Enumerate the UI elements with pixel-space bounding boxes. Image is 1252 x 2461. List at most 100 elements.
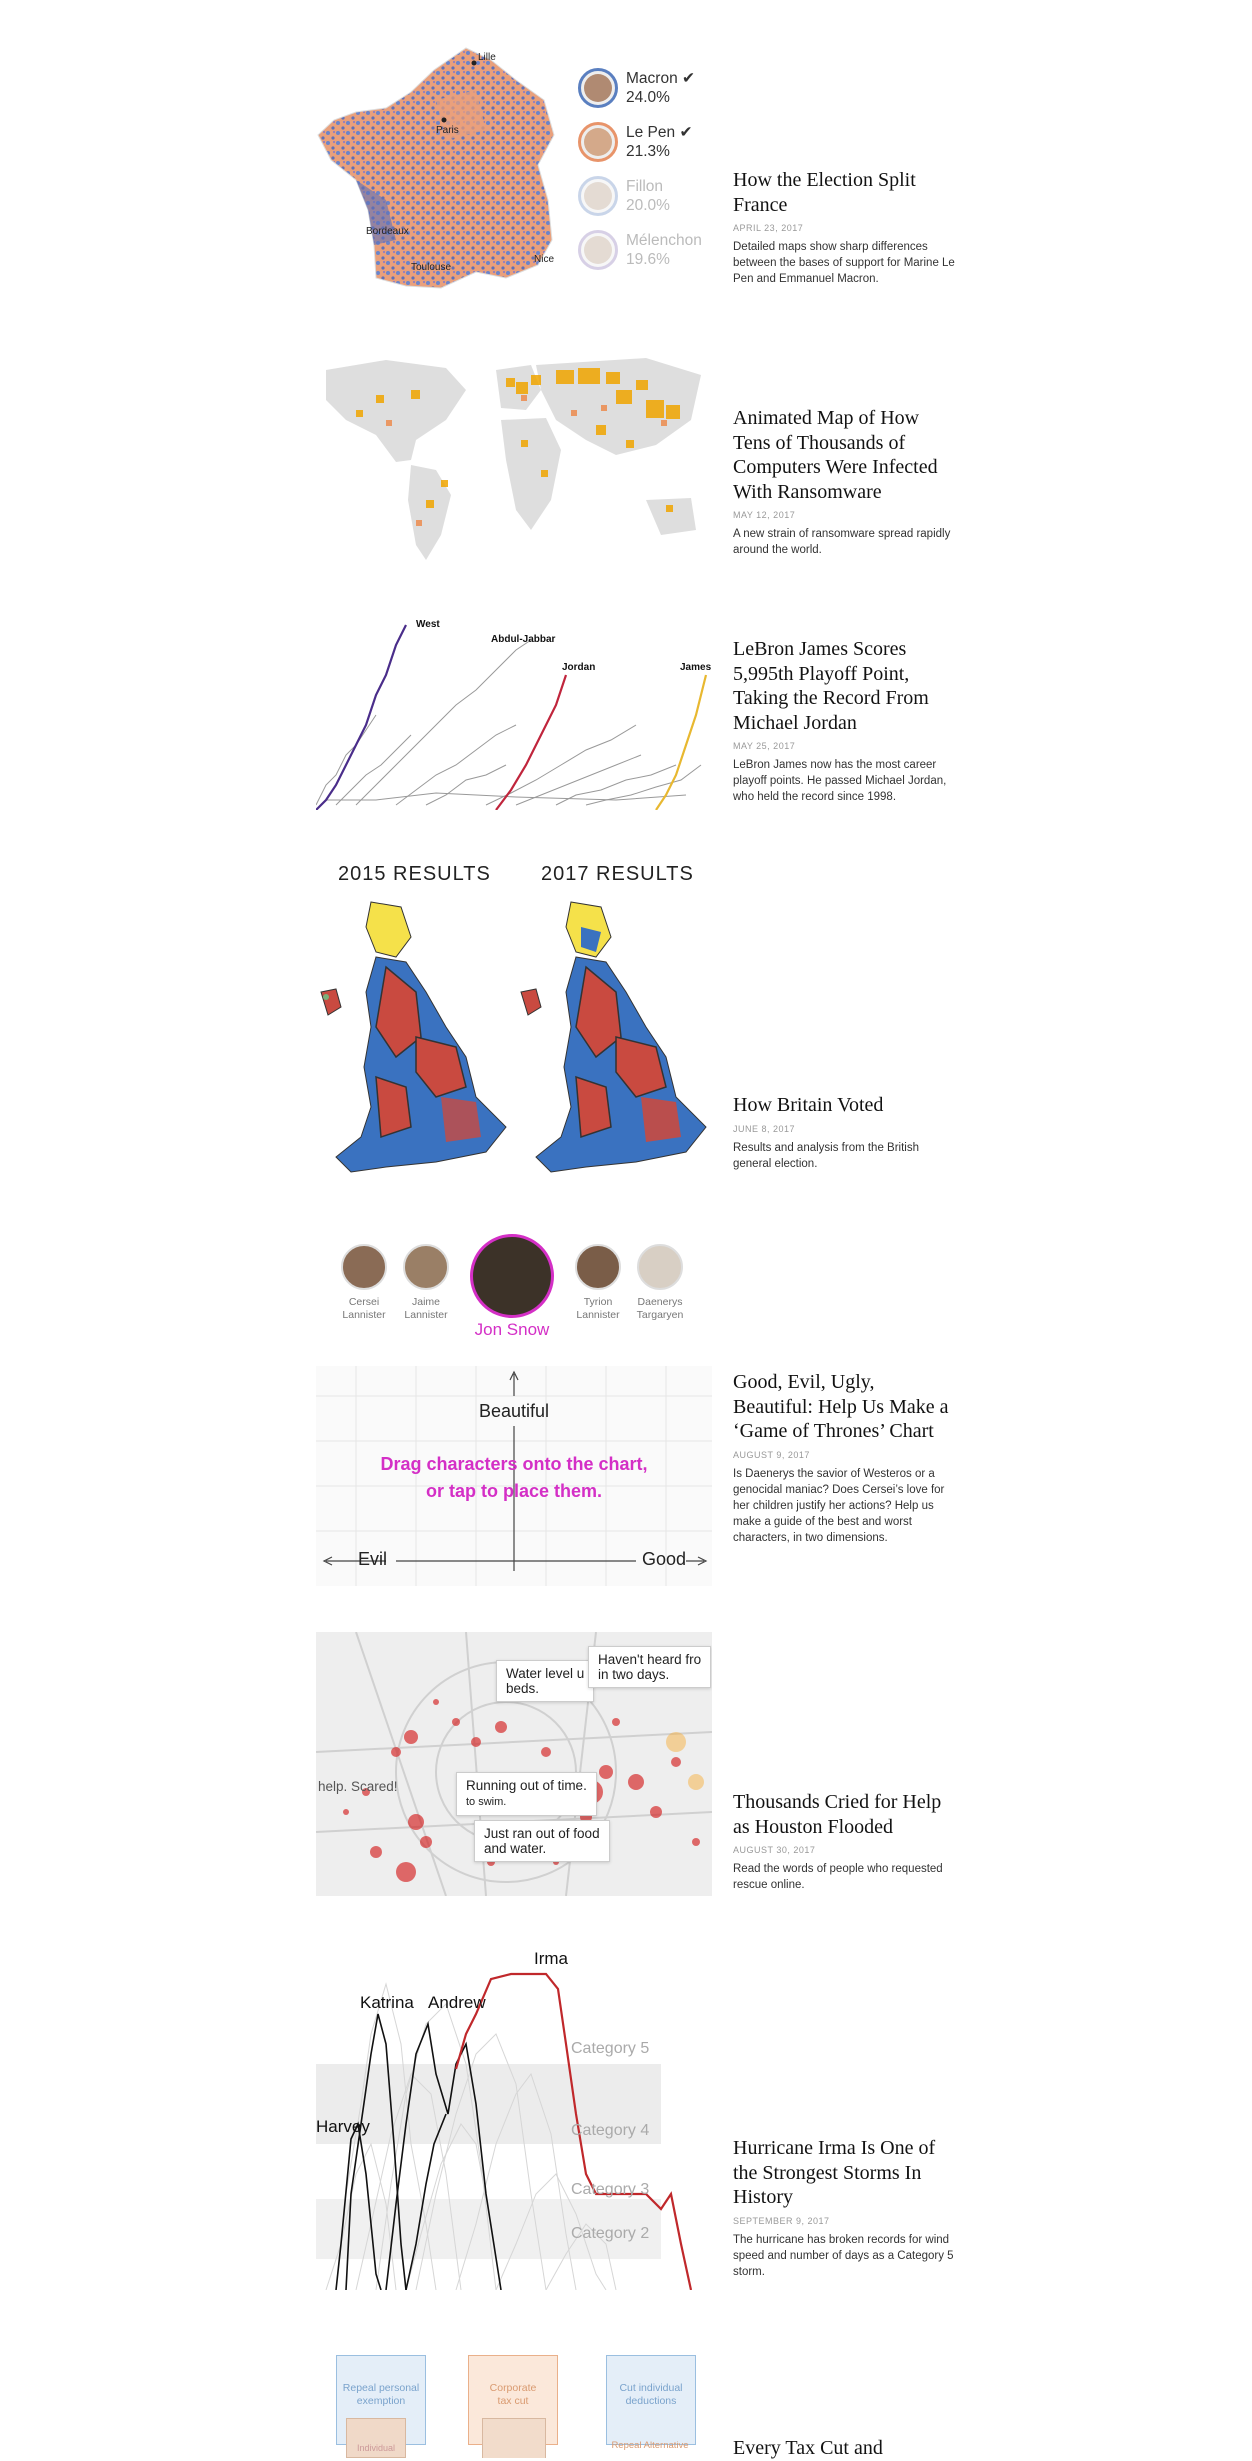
label-abdul-jabbar: Abdul-Jabbar xyxy=(491,634,556,645)
category-3-label: Category 3 xyxy=(571,2181,649,2198)
box-label: Cut individual xyxy=(619,2382,683,2394)
candidate-pct: 20.0% xyxy=(626,197,670,214)
character-house: Lannister xyxy=(576,1309,620,1321)
candidate-pct: 19.6% xyxy=(626,251,670,268)
tooltip-text: Water level u xyxy=(506,1666,585,1681)
headline-link[interactable]: Good, Evil, Ugly, Beautiful: Help Us Mak… xyxy=(733,1371,949,1442)
avatar xyxy=(584,74,612,102)
story-date: June 8, 2017 xyxy=(733,1123,796,1134)
category-4-label: Category 4 xyxy=(571,2122,649,2139)
map-label-bordeaux: Bordeaux xyxy=(366,226,409,237)
candidate-name: Fillon xyxy=(626,178,664,195)
label-2017: 2017 RESULTS xyxy=(541,863,694,885)
avatar xyxy=(341,1244,387,1290)
storm-label-harvey: Harvey xyxy=(316,2117,370,2136)
story-date: May 12, 2017 xyxy=(733,510,796,520)
prompt-line-1: Drag characters onto the chart, xyxy=(380,1454,648,1474)
map-label-paris: Paris xyxy=(436,125,459,136)
story-summary: Results and analysis from the British ge… xyxy=(733,1141,919,1170)
world-map xyxy=(326,358,701,560)
headline-link[interactable]: Hurricane Irma Is One of the Strongest S… xyxy=(733,2137,936,2208)
houston-graphic[interactable]: Water level u beds. Haven't heard fro in t… xyxy=(316,1632,712,1896)
france-map: Lille Paris Bordeaux Toulouse Nice xyxy=(317,47,555,289)
rescue-tooltip: Just ran out of food and water. xyxy=(474,1820,610,1862)
story-text: How the Election Split France April 23, … xyxy=(733,168,958,287)
headline-link[interactable]: Animated Map of How Tens of Thousands of… xyxy=(733,407,938,503)
story-summary: The hurricane has broken records for win… xyxy=(733,2233,954,2278)
check-icon: ✔ xyxy=(682,70,695,87)
headline-link[interactable]: LeBron James Scores 5,995th Playoff Poin… xyxy=(733,638,929,734)
story-date: April 23, 2017 xyxy=(733,223,804,233)
candidate-lepen: Le Pen ✔ 21.3% xyxy=(578,122,692,162)
hex-map-2015 xyxy=(320,901,507,1173)
candidate-melenchon: Mélenchon 19.6% xyxy=(578,230,702,270)
axis-label-good: Good xyxy=(642,1549,687,1569)
character-name: Jaime xyxy=(411,1296,440,1308)
rescue-tooltip: Haven't heard fro in two days. xyxy=(588,1646,712,1688)
avatar xyxy=(584,236,612,264)
label-james: James xyxy=(680,662,712,673)
label-jordan: Jordan xyxy=(562,662,595,673)
tooltip-text: beds. xyxy=(506,1681,540,1696)
drag-prompt: Drag characters onto the chart, or tap t… xyxy=(316,1451,712,1505)
story-date: May 25, 2017 xyxy=(733,741,796,751)
avatar xyxy=(584,182,612,210)
headline-link[interactable]: Every Tax Cut and xyxy=(733,2437,883,2459)
france-graphic[interactable]: Lille Paris Bordeaux Toulouse Nice Macro… xyxy=(316,40,712,300)
character-jaime[interactable]: Jaime Lannister xyxy=(396,1244,456,1322)
box-label: exemption xyxy=(356,2395,406,2407)
character-chart[interactable]: Beautiful Evil Good Drag characters onto… xyxy=(316,1366,712,1586)
ransomware-graphic[interactable] xyxy=(316,350,712,565)
category-5-label: Category 5 xyxy=(571,2040,649,2057)
hurricane-chart: Irma Katrina Andrew Harvey Category 5 Ca… xyxy=(316,1949,693,2290)
story-text: How Britain Voted June 8, 2017 Results a… xyxy=(733,1093,958,1172)
lebron-graphic[interactable]: West Abdul-Jabbar Jordan James xyxy=(316,615,712,810)
tooltip-text: in two days. xyxy=(598,1667,670,1682)
story-text: LeBron James Scores 5,995th Playoff Poin… xyxy=(733,637,958,805)
candidate-name: Mélenchon xyxy=(626,232,702,249)
avatar xyxy=(584,128,612,156)
axis-label-evil: Evil xyxy=(358,1549,388,1569)
avatar xyxy=(575,1244,621,1290)
candidate-fillon: Fillon 20.0% xyxy=(578,176,670,216)
tax-graphic[interactable]: Repeal personal exemption Corporate tax cu… xyxy=(316,2350,712,2458)
candidate-name: Le Pen xyxy=(626,124,676,141)
tooltip-text: and water. xyxy=(484,1841,547,1856)
rescue-tooltip: Running out of time. to swim. xyxy=(456,1772,597,1816)
label-west: West xyxy=(416,619,440,630)
map-label-nice: Nice xyxy=(534,254,554,265)
tax-box-deductions: Cut individual deductions xyxy=(606,2355,696,2445)
britain-graphic[interactable]: 2015 RESULTS 2017 RESULTS xyxy=(316,855,712,1180)
rescue-tooltip-partial: help. Scared! xyxy=(318,1779,398,1794)
story-text: Thousands Cried for Help as Houston Floo… xyxy=(733,1790,958,1893)
storm-label-katrina: Katrina xyxy=(360,1993,414,2012)
character-cersei[interactable]: Cersei Lannister xyxy=(334,1244,394,1322)
story-text: Every Tax Cut and xyxy=(733,2436,958,2461)
storm-label-irma: Irma xyxy=(534,1949,569,1968)
box-label: tax cut xyxy=(497,2395,529,2407)
story-date: August 30, 2017 xyxy=(733,1845,816,1855)
character-tyrion[interactable]: Tyrion Lannister xyxy=(568,1244,628,1322)
category-2-label: Category 2 xyxy=(571,2225,649,2242)
character-house: Targaryen xyxy=(636,1309,684,1321)
headline-link[interactable]: How Britain Voted xyxy=(733,1094,884,1116)
avatar xyxy=(470,1234,554,1318)
box-label: Repeal personal xyxy=(342,2382,420,2394)
box-label: Corporate xyxy=(489,2382,537,2394)
candidate-pct: 24.0% xyxy=(626,89,670,106)
story-text: Animated Map of How Tens of Thousands of… xyxy=(733,406,958,558)
prompt-line-2: or tap to place them. xyxy=(425,1481,603,1501)
headline-link[interactable]: How the Election Split France xyxy=(733,169,916,216)
irma-graphic[interactable]: Irma Katrina Andrew Harvey Category 5 Ca… xyxy=(316,1944,712,2290)
story-date: August 9, 2017 xyxy=(733,1449,810,1460)
axis-label-beautiful: Beautiful xyxy=(478,1401,550,1421)
story-text: Hurricane Irma Is One of the Strongest S… xyxy=(733,2136,958,2280)
headline-link[interactable]: Thousands Cried for Help as Houston Floo… xyxy=(733,1791,942,1838)
story-summary: Read the words of people who requested r… xyxy=(733,1863,943,1891)
story-summary: Detailed maps show sharp differences bet… xyxy=(733,241,955,285)
tooltip-text: Running out of time. xyxy=(466,1778,587,1793)
avatar xyxy=(403,1244,449,1290)
got-graphic[interactable]: Cersei Lannister Jaime Lannister Jon Sno… xyxy=(316,1228,712,1586)
character-daenerys[interactable]: Daenerys Targaryen xyxy=(630,1244,690,1322)
character-jon-snow[interactable]: Jon Snow xyxy=(466,1234,558,1340)
